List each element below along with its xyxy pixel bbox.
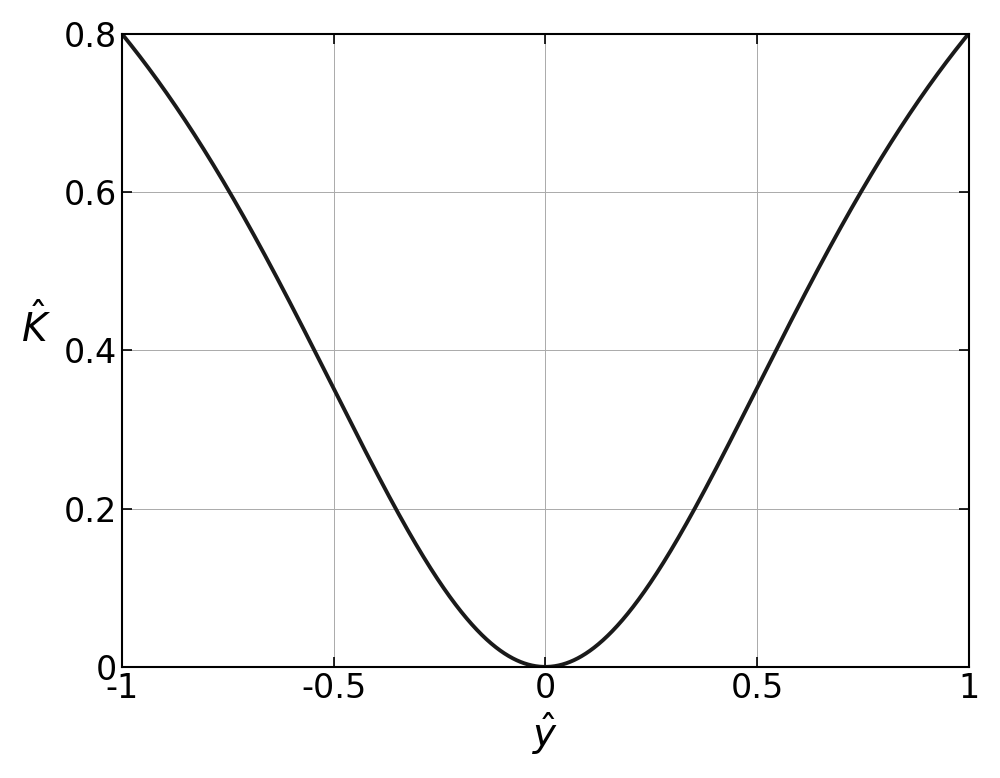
Y-axis label: $\hat{K}$: $\hat{K}$ bbox=[21, 303, 51, 350]
X-axis label: $\hat{y}$: $\hat{y}$ bbox=[532, 710, 558, 757]
